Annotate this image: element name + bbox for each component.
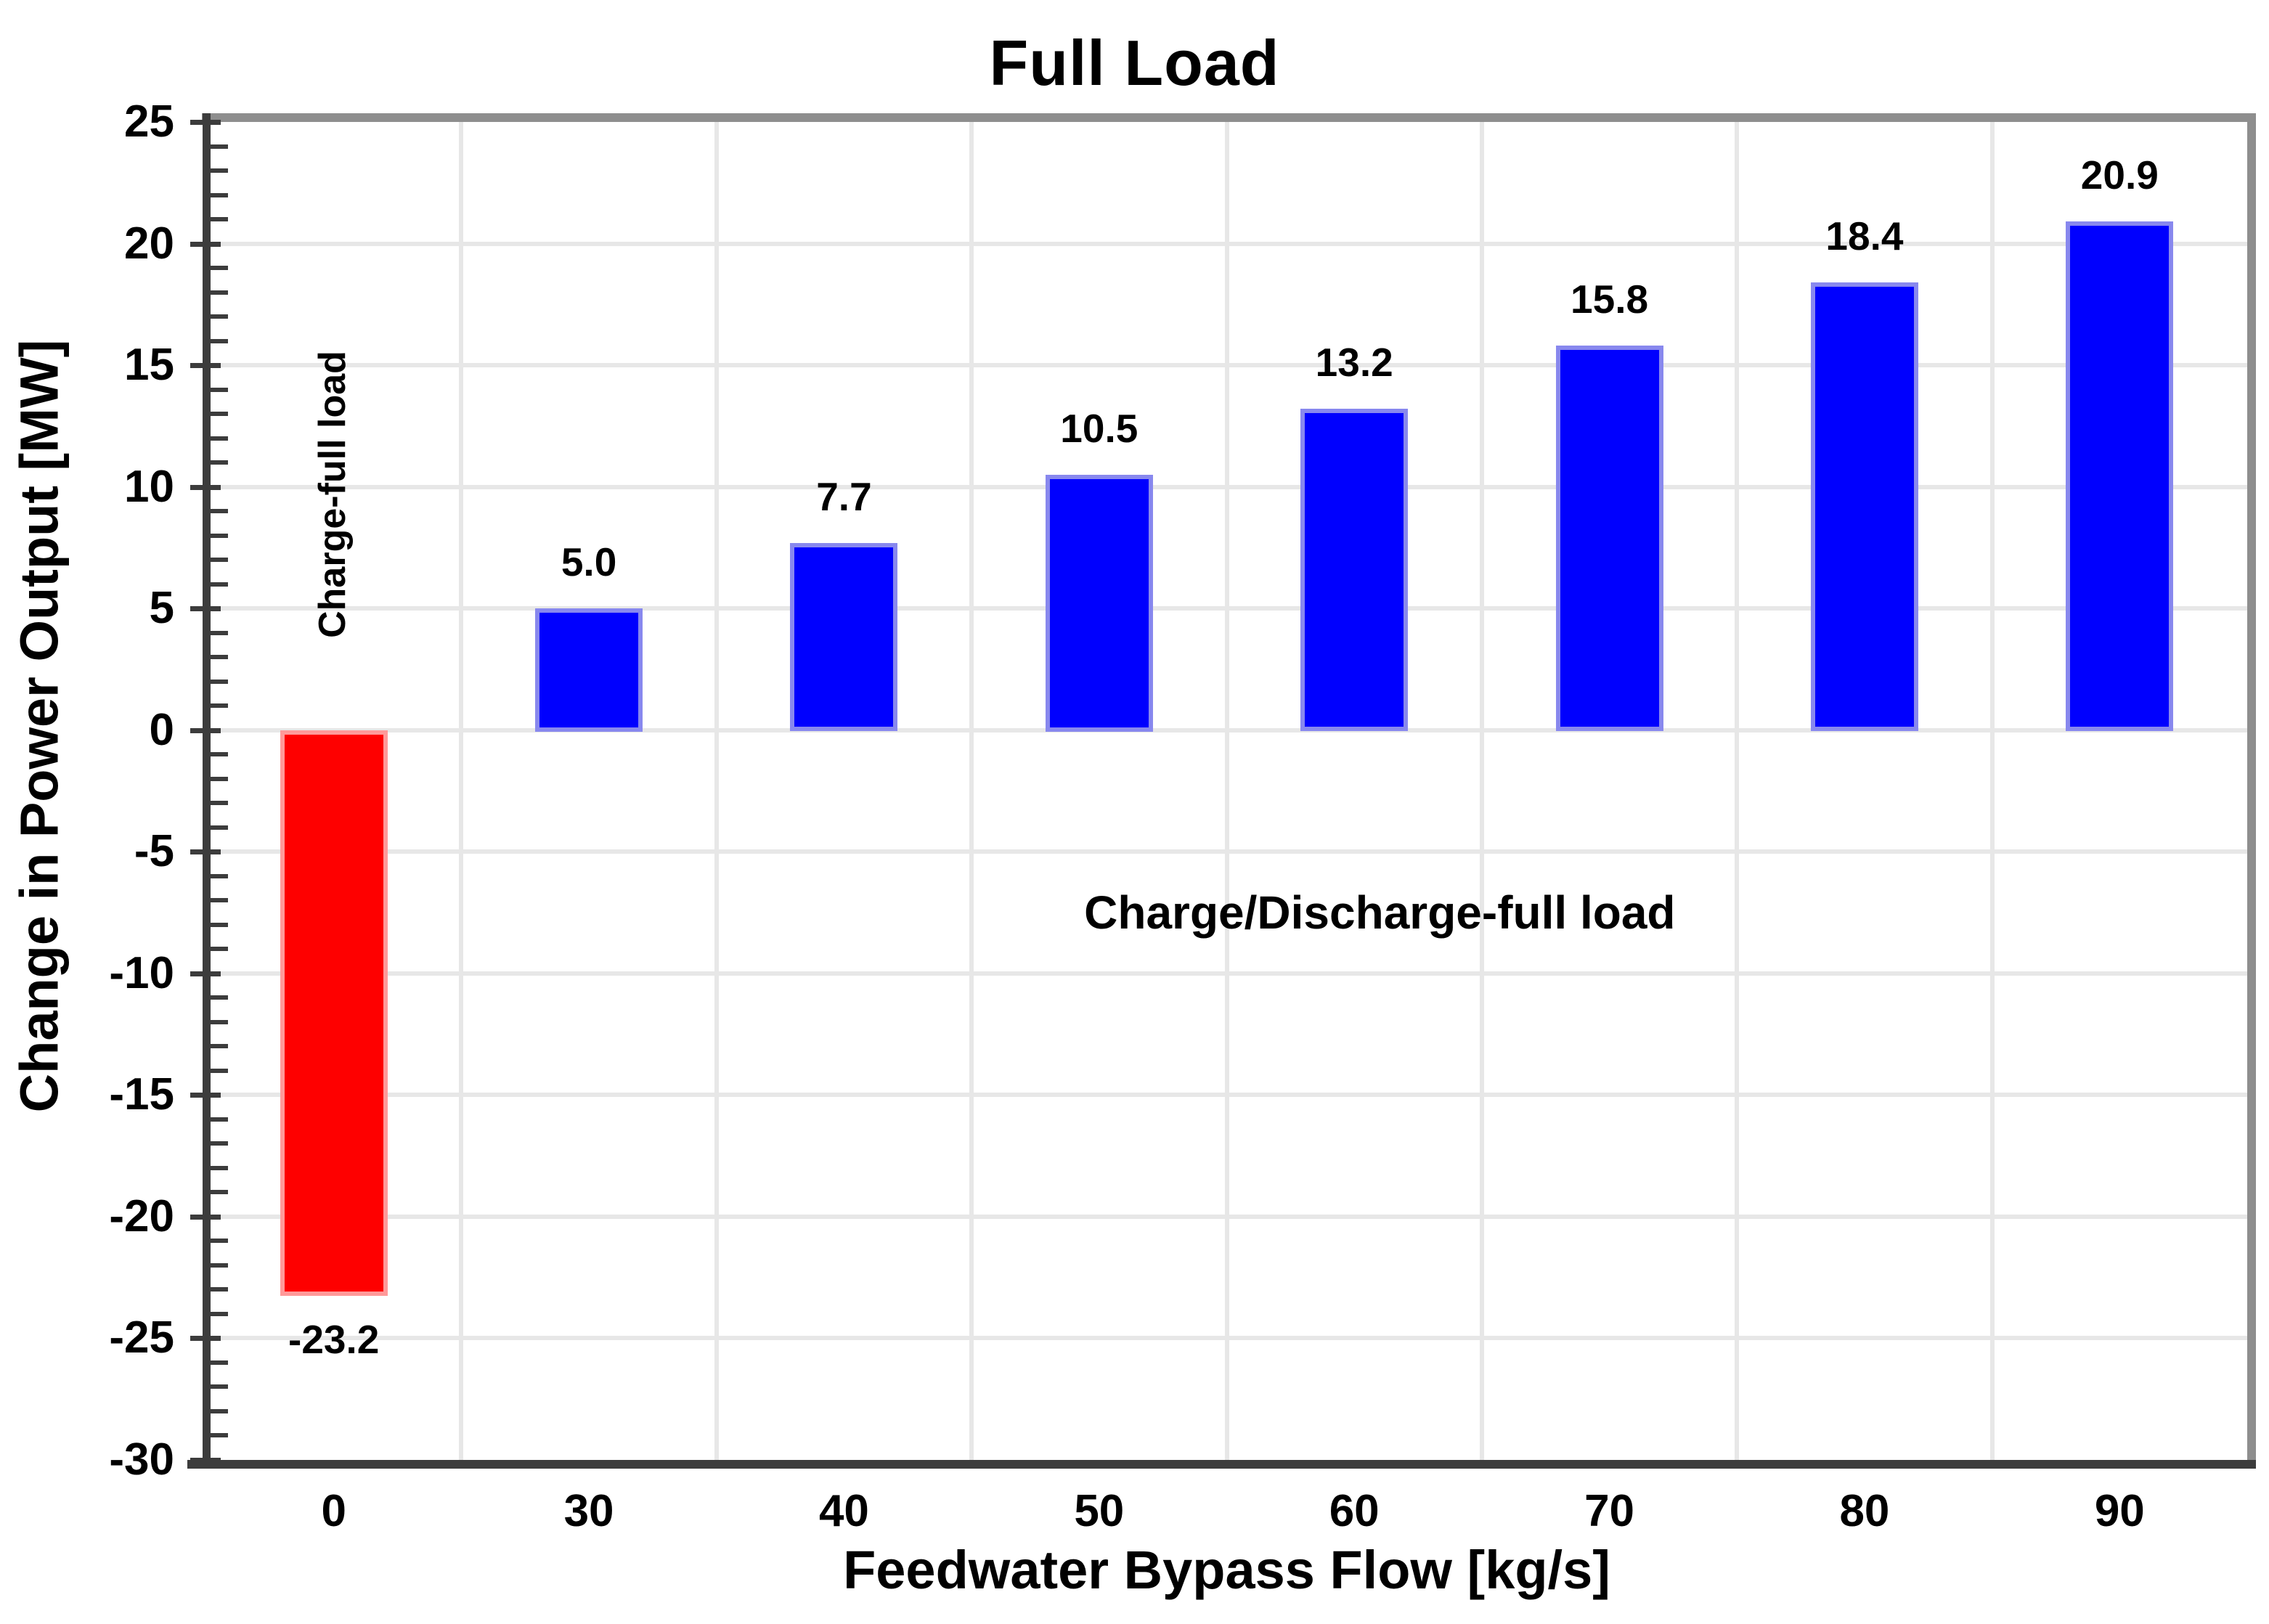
y-axis-minor-tick [211, 630, 228, 635]
x-tick-label: 90 [2094, 1486, 2145, 1536]
annotation-text: Charge-full load [311, 350, 354, 638]
y-tick-label: -25 [109, 1313, 174, 1363]
y-axis-minor-tick [211, 947, 228, 951]
x-tick-label: 40 [818, 1486, 869, 1536]
bar-value-label: -23.2 [288, 1316, 380, 1362]
y-axis-minor-tick [211, 217, 228, 221]
v-gridline [969, 122, 974, 1460]
y-axis-minor-tick [211, 290, 228, 295]
y-tick-label: 20 [124, 218, 174, 269]
y-tick-label: 10 [124, 461, 174, 512]
y-axis-minor-tick [211, 1117, 228, 1122]
frame-right-border [2247, 113, 2256, 1469]
v-gridline [714, 122, 719, 1460]
x-tick-label: 0 [321, 1486, 346, 1536]
y-axis-minor-tick [211, 314, 228, 319]
frame-top-border [202, 113, 2256, 122]
y-tick-label: -15 [109, 1069, 174, 1119]
y-tick-label: -30 [109, 1434, 174, 1485]
y-axis-title: Change in Power Output [MW] [9, 339, 70, 1113]
y-axis-minor-tick [211, 460, 228, 465]
bar-40 [790, 542, 898, 732]
y-axis-minor-tick [211, 776, 228, 781]
y-axis-minor-tick [211, 1068, 228, 1073]
annotation-text: Charge/Discharge-full load [1084, 886, 1676, 939]
y-axis-minor-tick [211, 266, 228, 270]
y-axis-minor-tick [211, 679, 228, 684]
bar-value-label: 5.0 [561, 539, 617, 584]
bar-60 [1300, 409, 1409, 732]
v-gridline [459, 122, 464, 1460]
bar-50 [1045, 474, 1153, 732]
v-gridline [1479, 122, 1484, 1460]
y-axis-minor-tick [211, 825, 228, 830]
y-axis-minor-tick [211, 1019, 228, 1024]
y-axis-minor-tick [211, 1360, 228, 1365]
y-axis-minor-tick [211, 192, 228, 197]
y-axis-minor-tick [211, 533, 228, 538]
y-axis-minor-tick [211, 898, 228, 902]
bar-70 [1555, 346, 1663, 732]
y-tick-label: -20 [109, 1191, 174, 1241]
y-axis-minor-tick [211, 509, 228, 513]
y-tick-label: 25 [124, 97, 174, 147]
v-gridline [1989, 122, 1995, 1460]
y-axis-minor-tick [211, 1384, 228, 1389]
y-tick-label: 5 [149, 583, 174, 633]
y-axis-minor-tick [211, 558, 228, 562]
y-axis-minor-tick [211, 801, 228, 805]
bar-value-label: 15.8 [1571, 277, 1649, 322]
y-axis-minor-tick [211, 655, 228, 659]
chart-title: Full Load [989, 27, 1280, 99]
bar-value-label: 18.4 [1825, 213, 1904, 259]
y-axis-minor-tick [211, 338, 228, 343]
x-axis-line [187, 1459, 2256, 1469]
x-tick-label: 80 [1839, 1486, 1890, 1536]
y-tick-label: 0 [149, 704, 174, 755]
y-axis-minor-tick [211, 703, 228, 708]
y-axis-minor-tick [211, 168, 228, 173]
y-tick-label: 15 [124, 340, 174, 390]
bar-80 [1810, 282, 1918, 732]
y-tick-label: -10 [109, 947, 174, 998]
y-axis-minor-tick [211, 1141, 228, 1146]
bar-value-label: 7.7 [816, 473, 872, 519]
y-axis-minor-tick [211, 995, 228, 1000]
bar-value-label: 13.2 [1315, 340, 1393, 385]
y-axis-line [203, 113, 211, 1464]
y-axis-minor-tick [211, 582, 228, 587]
bar-value-label: 20.9 [2080, 152, 2159, 198]
y-axis-minor-tick [211, 1262, 228, 1268]
y-axis-minor-tick [211, 1408, 228, 1413]
y-axis-minor-tick [211, 436, 228, 441]
x-axis-title: Feedwater Bypass Flow [kg/s] [843, 1540, 1610, 1600]
bar-30 [535, 608, 643, 732]
bar-90 [2066, 221, 2174, 732]
y-axis-minor-tick [211, 752, 228, 756]
y-axis-minor-tick [211, 412, 228, 416]
y-axis-minor-tick [211, 1433, 228, 1437]
y-axis-minor-tick [211, 144, 228, 149]
bar-0 [280, 730, 388, 1296]
y-axis-minor-tick [211, 922, 228, 927]
y-axis-minor-tick [211, 1287, 228, 1292]
x-tick-label: 60 [1329, 1486, 1380, 1536]
y-axis-minor-tick [211, 1239, 228, 1243]
v-gridline [1224, 122, 1229, 1460]
bar-value-label: 10.5 [1060, 405, 1138, 451]
y-axis-minor-tick [211, 873, 228, 878]
y-axis-minor-tick [211, 1190, 228, 1194]
x-tick-label: 70 [1584, 1486, 1635, 1536]
v-gridline [1735, 122, 1740, 1460]
y-axis-minor-tick [211, 1311, 228, 1316]
x-tick-label: 30 [563, 1486, 614, 1536]
y-axis-minor-tick [211, 1044, 228, 1048]
y-axis-minor-tick [211, 387, 228, 392]
x-tick-label: 50 [1074, 1486, 1125, 1536]
y-tick-label: -5 [134, 826, 174, 876]
y-axis-minor-tick [211, 1165, 228, 1170]
